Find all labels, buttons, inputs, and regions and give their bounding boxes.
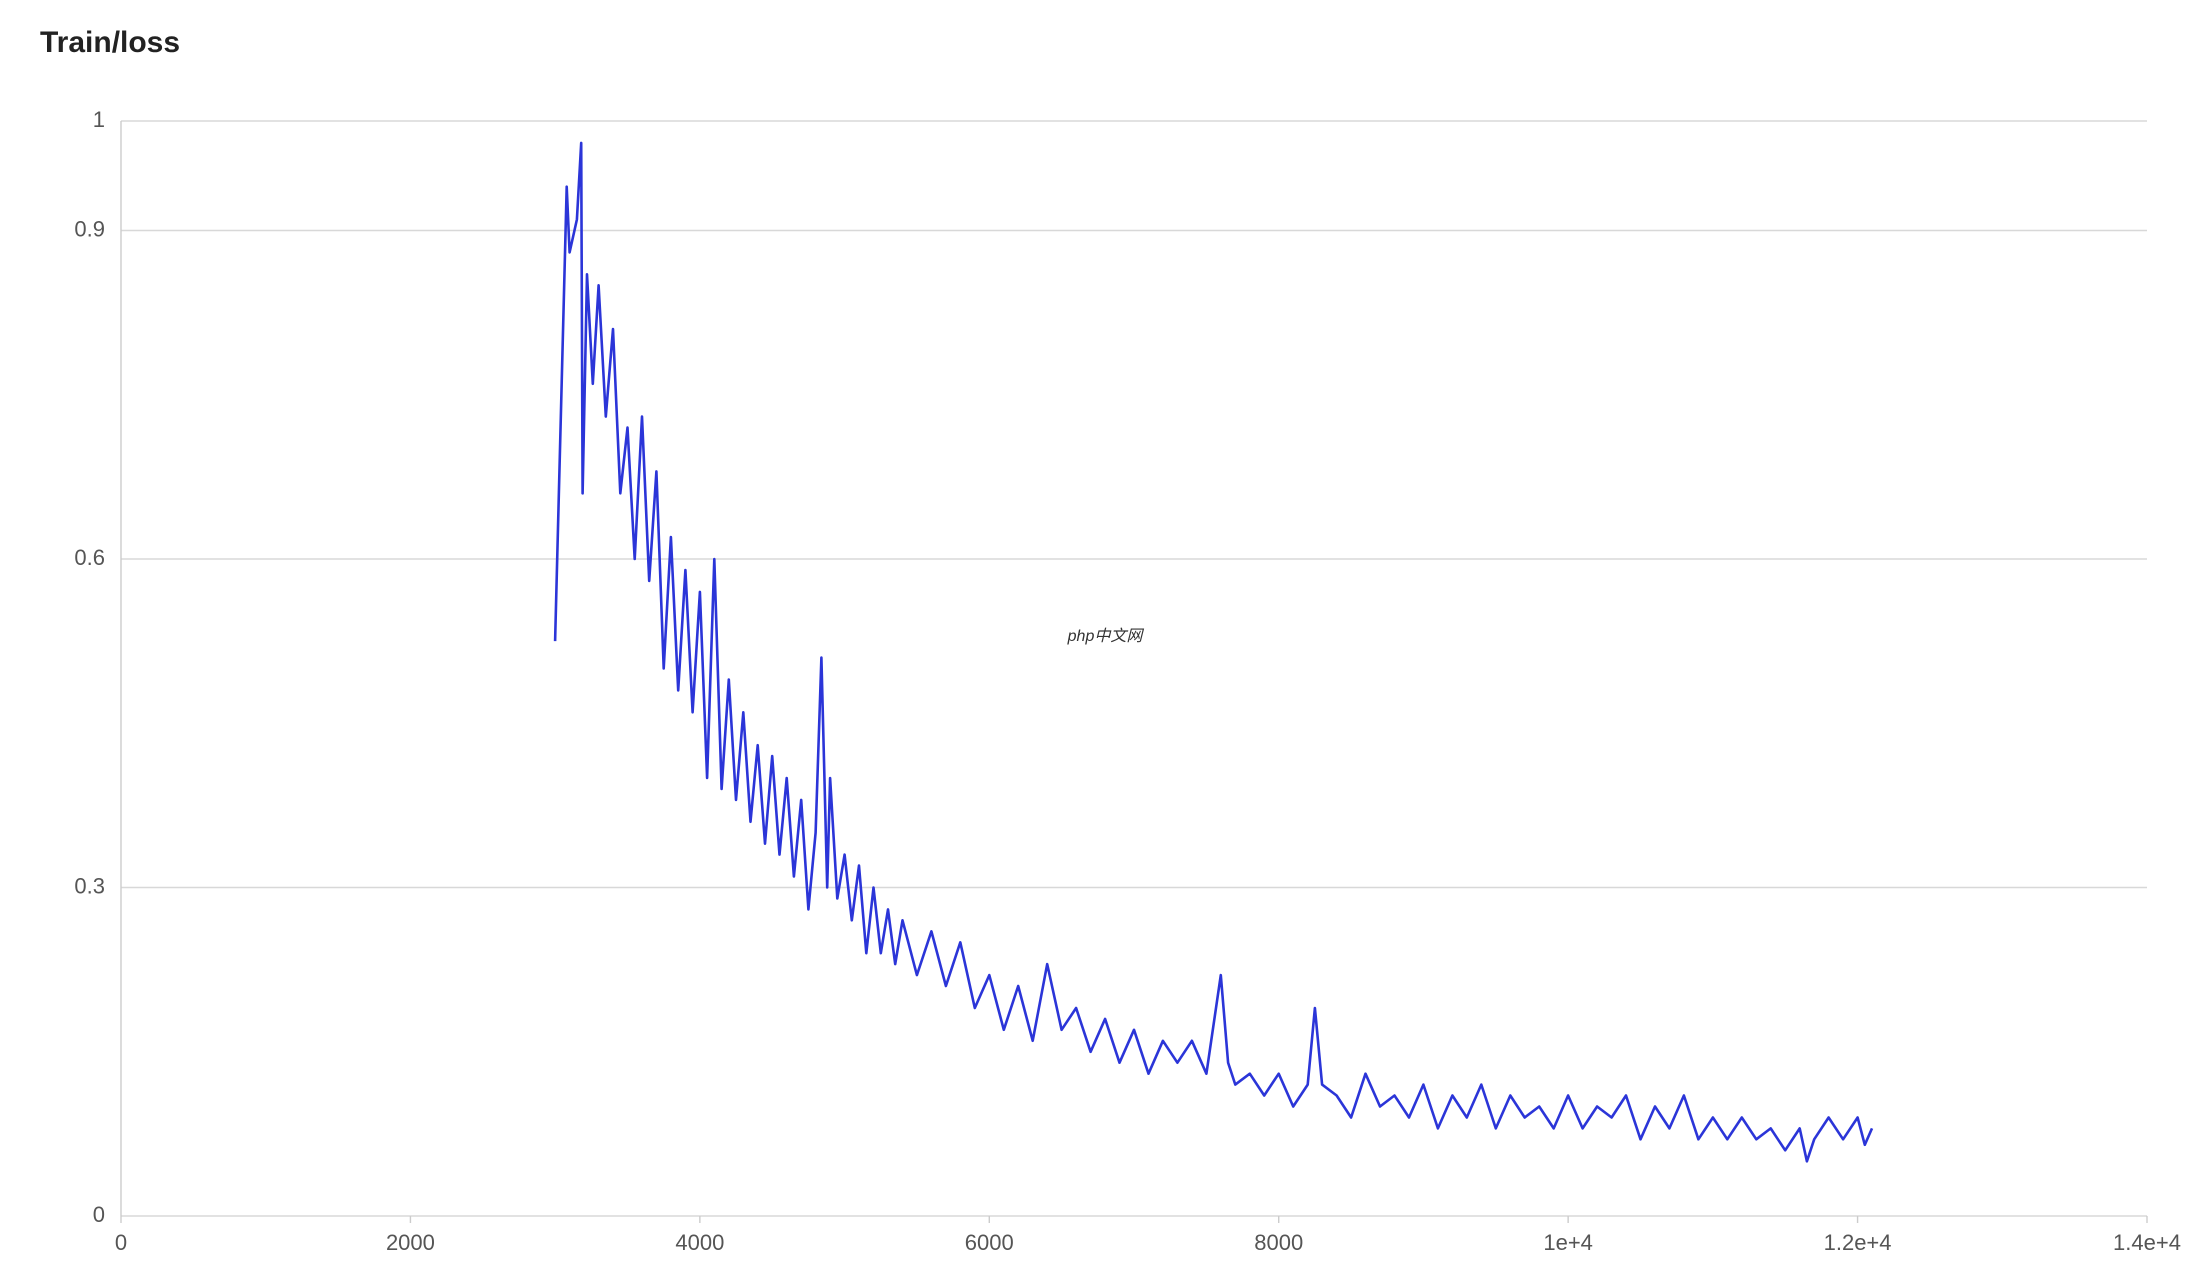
x-tick-label: 6000 [965,1230,1014,1255]
x-tick-label: 1e+4 [1543,1230,1593,1255]
x-tick-label: 8000 [1254,1230,1303,1255]
y-tick-label: 0.9 [74,216,105,241]
x-tick-label: 4000 [675,1230,724,1255]
x-tick-label: 1.4e+4 [2113,1230,2181,1255]
y-tick-label: 0.3 [74,873,105,898]
y-tick-label: 0.6 [74,545,105,570]
watermark: php中文网 [1067,627,1145,645]
x-tick-label: 1.2e+4 [1824,1230,1892,1255]
chart-title: Train/loss [40,26,180,59]
y-tick-label: 0 [93,1202,105,1227]
x-tick-label: 2000 [386,1230,435,1255]
y-tick-label: 1 [93,107,105,132]
loss-line [553,141,1874,1163]
x-tick-label: 0 [115,1230,127,1255]
